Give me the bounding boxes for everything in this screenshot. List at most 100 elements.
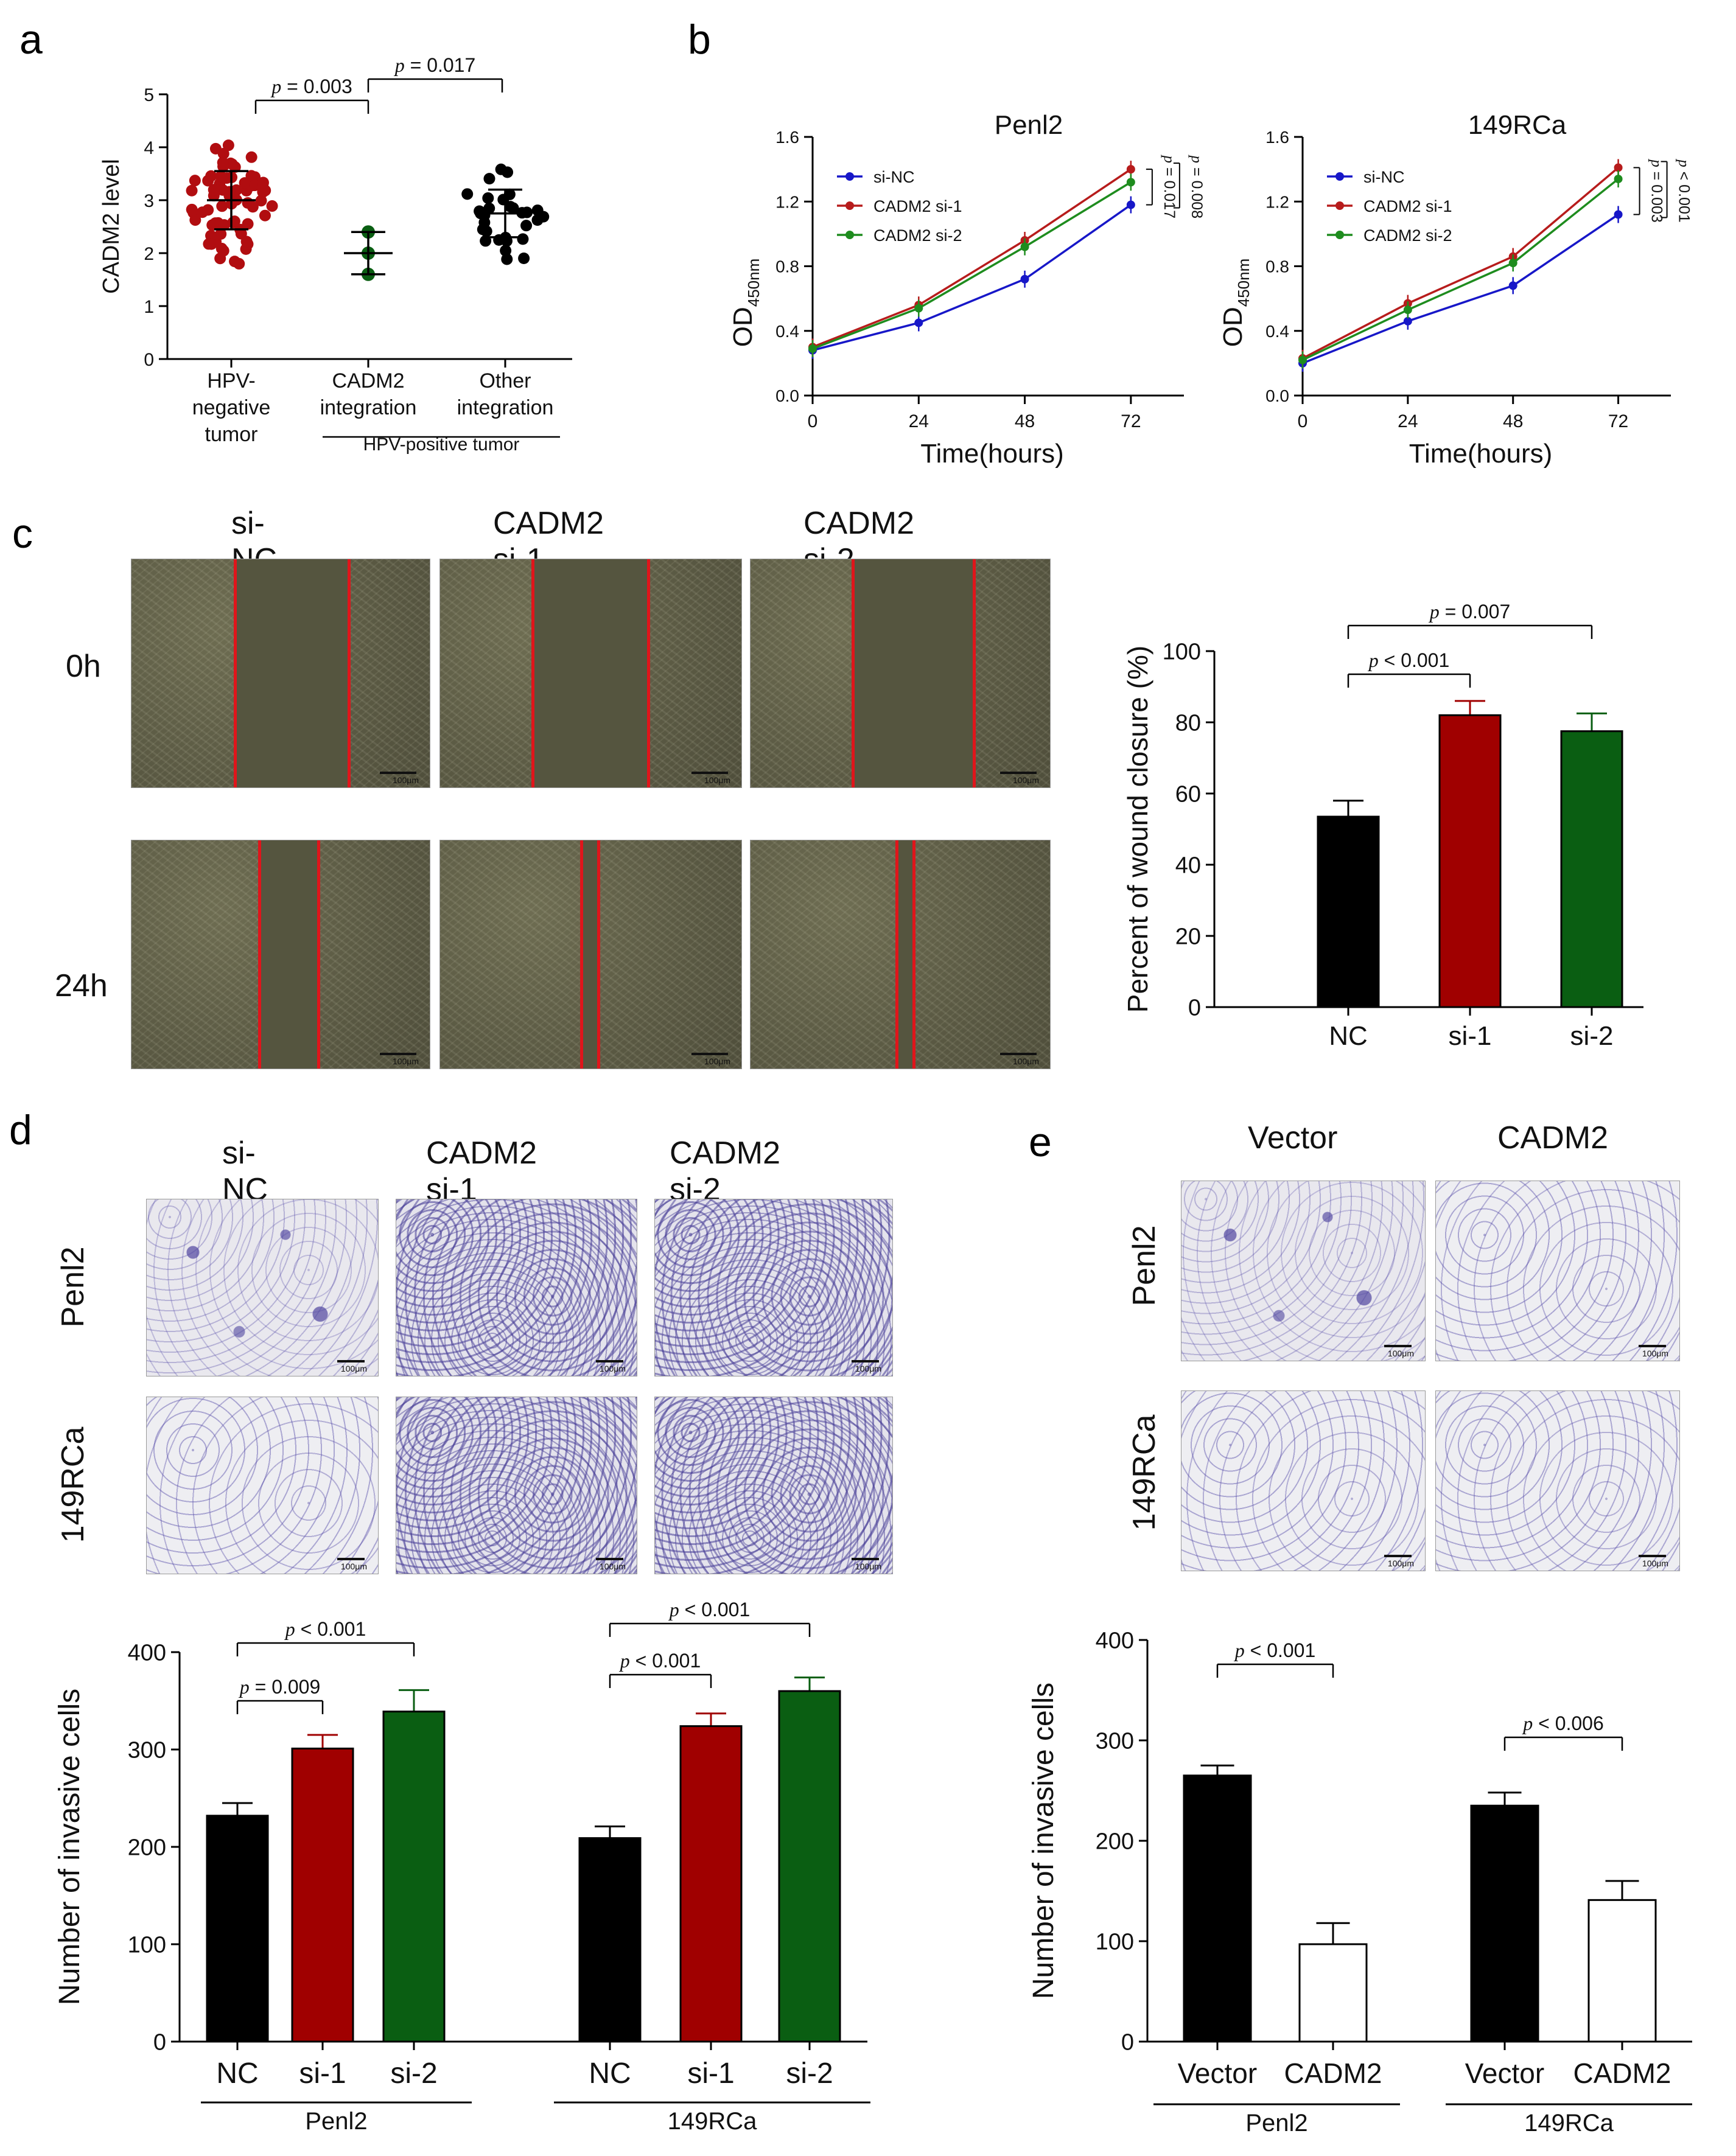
a-data-point <box>216 200 228 212</box>
e-col-label-2: CADM2 <box>1497 1120 1609 1156</box>
d-x-tick-label: NC <box>216 2057 258 2090</box>
scale-label: 100μm <box>855 1561 881 1571</box>
invasion-image-d-149rca-si2: 100μm <box>654 1397 893 1574</box>
a-data-point <box>257 176 269 189</box>
b1-chart-title: Penl2 <box>995 110 1063 140</box>
e-sig-label: p < 0.001 <box>1234 1639 1316 1661</box>
c-x-tick-label: NC <box>1329 1021 1368 1051</box>
a-data-point <box>461 188 474 200</box>
b2-data-point <box>1614 210 1623 219</box>
b1-data-point <box>914 318 923 327</box>
b2-legend-label: si-NC <box>1363 168 1405 186</box>
e-group-label: Penl2 <box>1245 2110 1307 2137</box>
scale-label: 100μm <box>1387 1348 1414 1358</box>
a-data-point <box>215 242 228 254</box>
c-x-tick-label: si-1 <box>1449 1021 1492 1051</box>
c-sig-label: p = 0.007 <box>1429 601 1511 623</box>
b2-legend-marker <box>1335 172 1344 181</box>
a-y-tick-label: 5 <box>144 85 154 105</box>
d-y-tick-label: 400 <box>128 1641 166 1666</box>
b1-legend-label: si-NC <box>873 168 915 186</box>
a-data-point <box>203 238 215 250</box>
d-col-label-1: si-NC <box>222 1136 268 1207</box>
c-y-axis-label: Percent of wound closure (%) <box>1122 646 1153 1013</box>
b1-series-line <box>812 204 1132 352</box>
b1-legend-marker <box>845 231 854 239</box>
a-data-point <box>186 203 198 215</box>
scale-label: 100μm <box>599 1561 626 1571</box>
c-y-tick-label: 80 <box>1175 711 1201 736</box>
b2-y-tick-label: 1.6 <box>1265 128 1289 147</box>
e-y-axis-label: Number of invasive cells <box>1027 1683 1060 1999</box>
b2-sig-label: p < 0.001 <box>1676 158 1693 223</box>
a-x-tick-label: integration <box>320 396 417 419</box>
scale-label: 100μm <box>855 1364 881 1373</box>
b1-legend-marker <box>845 201 854 210</box>
e-y-tick-label: 300 <box>1096 1729 1134 1754</box>
d-bar <box>291 1747 354 2043</box>
a-data-point <box>478 209 491 222</box>
d-sig-label: p = 0.009 <box>239 1676 321 1698</box>
e-x-tick-label: Vector <box>1178 2057 1257 2089</box>
scale-label: 100μm <box>392 1056 419 1066</box>
scale-label: 100μm <box>1642 1348 1668 1358</box>
b1-y-tick-label: 0.0 <box>775 386 799 405</box>
c-row-label-24h: 24h <box>55 968 108 1003</box>
scale-label: 100μm <box>599 1364 626 1373</box>
b2-series-line <box>1302 178 1619 361</box>
a-data-point <box>500 245 512 257</box>
scale-label: 100μm <box>392 775 419 785</box>
a-data-point <box>257 186 269 198</box>
e-group-label: 149RCa <box>1524 2110 1614 2137</box>
a-x-tick-label: Other <box>479 369 531 392</box>
e-y-tick-label: 0 <box>1121 2030 1134 2056</box>
a-data-point <box>255 195 267 207</box>
panel-label-e: e <box>1029 1119 1052 1165</box>
invasion-image-d-penl2-sinc: 100μm <box>146 1199 379 1376</box>
b2-y-axis-label: OD450nm <box>1218 259 1253 347</box>
b2-data-point <box>1614 175 1623 184</box>
d-x-tick-label: si-1 <box>299 2057 346 2090</box>
b1-y-tick-label: 1.2 <box>775 192 799 211</box>
a-y-tick-label: 3 <box>144 191 154 211</box>
a-data-point <box>186 184 198 197</box>
d-x-tick-label: si-1 <box>687 2057 734 2090</box>
c-bar <box>1560 730 1623 1008</box>
c-y-tick-label: 20 <box>1175 924 1201 950</box>
c-bar <box>1317 815 1380 1008</box>
a-data-point <box>217 147 229 159</box>
b2-x-tick-label: 24 <box>1398 411 1418 431</box>
a-sig-label: p = 0.017 <box>394 54 476 76</box>
d-group-label: 149RCa <box>668 2108 758 2135</box>
d-y-tick-label: 100 <box>128 1933 166 1958</box>
a-data-point <box>202 175 214 187</box>
invasion-image-e-149rca-cadm2: 100μm <box>1435 1390 1680 1571</box>
scale-label: 100μm <box>340 1561 367 1571</box>
invasion-image-d-149rca-si1: 100μm <box>396 1397 637 1574</box>
a-data-point <box>518 252 530 264</box>
b2-chart-title: 149RCa <box>1468 110 1567 140</box>
d-bar <box>206 1815 269 2043</box>
d-y-tick-label: 300 <box>128 1738 166 1764</box>
b2-x-tick-label: 0 <box>1298 411 1308 431</box>
a-y-tick-label: 4 <box>144 138 154 158</box>
b1-data-point <box>1020 274 1029 284</box>
b1-legend-label: CADM2 si-2 <box>873 226 962 245</box>
a-data-point <box>208 184 220 196</box>
a-data-point <box>507 202 519 214</box>
invasion-image-e-penl2-vector: 100μm <box>1181 1181 1426 1361</box>
d-x-tick-label: si-2 <box>786 2057 833 2090</box>
b2-data-point <box>1508 259 1517 268</box>
b2-data-point <box>1298 355 1307 365</box>
panel-label-d: d <box>9 1107 32 1153</box>
scale-label: 100μm <box>704 1056 730 1066</box>
d-x-tick-label: si-2 <box>390 2057 437 2090</box>
b2-y-tick-label: 0.8 <box>1265 257 1289 276</box>
e-y-tick-label: 400 <box>1096 1628 1134 1654</box>
d-row-label-penl2: Penl2 <box>55 1246 91 1328</box>
a-data-point <box>495 163 507 175</box>
panel-label-c: c <box>12 511 33 557</box>
b1-series-line <box>812 181 1132 350</box>
panel-label-a: a <box>19 16 43 63</box>
b1-data-point <box>1126 200 1135 209</box>
